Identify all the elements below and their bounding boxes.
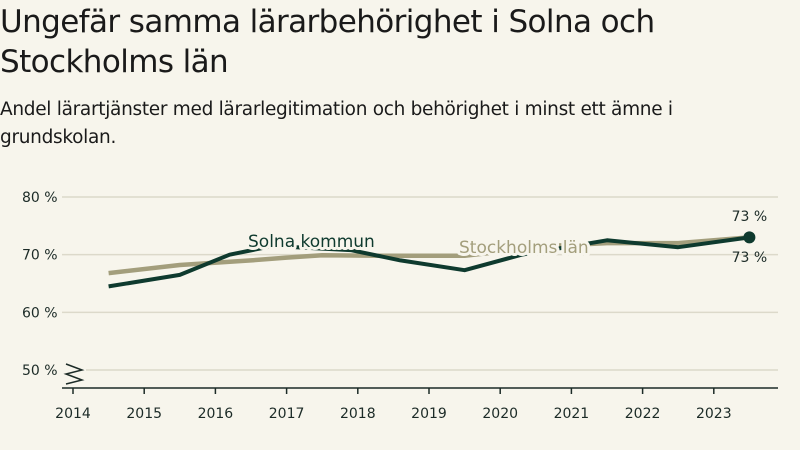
- series-label-stockholms-lan: Stockholms län: [459, 238, 589, 258]
- x-tick-label-2021: 2021: [554, 406, 590, 422]
- y-tick-label-80: 80 %: [22, 190, 58, 206]
- x-tick-label-2015: 2015: [126, 406, 162, 422]
- x-tick-label-2018: 2018: [340, 406, 376, 422]
- x-tick-label-2020: 2020: [482, 406, 518, 422]
- end-label-stockholms-lan: 73 %: [732, 209, 768, 225]
- x-tick-label-2016: 2016: [198, 406, 234, 422]
- y-tick-label-60: 60 %: [22, 305, 58, 321]
- y-tick-label-70: 70 %: [22, 248, 58, 264]
- y-tick-label-50: 50 %: [22, 363, 58, 379]
- axis-break-icon: [63, 363, 85, 385]
- end-label-solna-kommun: 73 %: [732, 250, 768, 266]
- x-tick-label-2019: 2019: [411, 406, 447, 422]
- series-line-solna-kommun: [108, 235, 750, 289]
- x-tick-label-2023: 2023: [696, 406, 732, 422]
- series-endpoint-solna: [743, 231, 756, 244]
- series-label-solna-kommun: Solna kommun: [248, 232, 375, 252]
- chart-subtitle: Andel lärartjänster med lärarlegitimatio…: [0, 99, 673, 148]
- x-tick-label-2014: 2014: [55, 406, 91, 422]
- x-tick-label-2017: 2017: [269, 406, 305, 422]
- x-tick-label-2022: 2022: [625, 406, 661, 422]
- chart-title: Ungefär samma lärarbehörighet i Solna oc…: [0, 4, 655, 80]
